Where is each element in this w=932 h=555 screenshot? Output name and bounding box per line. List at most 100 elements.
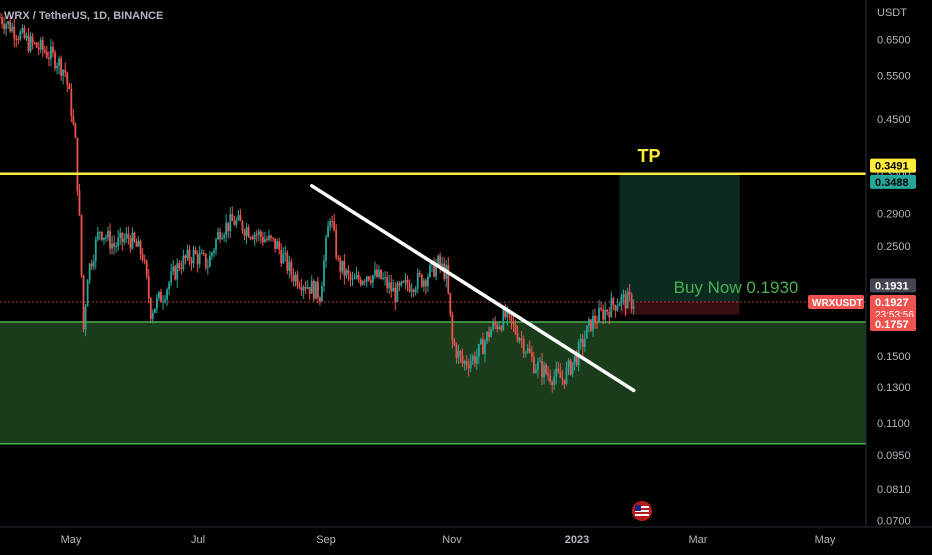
candle xyxy=(461,348,464,367)
candle xyxy=(292,268,295,287)
candle xyxy=(105,234,107,243)
candle xyxy=(282,247,285,264)
candle xyxy=(62,69,65,85)
candle xyxy=(286,250,289,275)
candle xyxy=(1,13,3,29)
lines-layer xyxy=(0,172,866,393)
candle xyxy=(270,234,272,242)
candle xyxy=(353,273,356,280)
candle xyxy=(155,293,158,314)
svg-text:0.3491: 0.3491 xyxy=(875,161,909,173)
candle xyxy=(602,304,605,325)
candle xyxy=(583,330,586,352)
price-tag-entry: 0.1931 xyxy=(870,278,916,293)
candle xyxy=(482,332,484,355)
candle xyxy=(100,231,103,242)
candle xyxy=(410,283,413,298)
candle xyxy=(166,287,168,306)
us-flag-icon[interactable] xyxy=(632,501,652,521)
candle xyxy=(392,279,395,292)
candle xyxy=(400,280,403,288)
candle xyxy=(439,252,442,274)
candle xyxy=(581,333,584,356)
candle xyxy=(567,358,570,376)
stop-box[interactable] xyxy=(619,301,740,315)
candle xyxy=(585,325,588,339)
candle xyxy=(153,308,156,314)
candle xyxy=(416,268,419,294)
tp-label: TP xyxy=(637,146,660,166)
candle xyxy=(341,260,344,275)
candle xyxy=(58,56,60,75)
candle xyxy=(420,273,423,289)
candle xyxy=(545,362,547,376)
candle xyxy=(363,278,366,286)
candle xyxy=(78,183,81,217)
candle xyxy=(74,122,77,139)
candle xyxy=(473,351,476,368)
descending-trendline[interactable] xyxy=(310,184,636,393)
candle xyxy=(121,232,124,251)
candle xyxy=(25,32,28,42)
candle xyxy=(0,12,1,19)
price-axis[interactable]: USDT xyxy=(865,0,932,527)
candle xyxy=(11,22,14,33)
candle xyxy=(561,370,564,386)
time-axis-ticks: May Jul Sep Nov 2023 Mar May xyxy=(61,534,836,546)
candle xyxy=(394,282,397,311)
candle xyxy=(339,255,342,280)
candle xyxy=(284,245,287,262)
candle xyxy=(433,257,435,278)
candle xyxy=(520,330,523,348)
price-tick-label: 0.0950 xyxy=(877,450,911,462)
candle xyxy=(435,258,437,281)
candles-layer xyxy=(0,12,635,393)
candle xyxy=(257,228,260,242)
candle xyxy=(129,235,132,253)
price-tick-label: 0.2500 xyxy=(877,241,911,253)
time-axis[interactable] xyxy=(0,526,932,550)
candle xyxy=(113,235,116,255)
candle xyxy=(351,271,354,286)
candle xyxy=(551,379,554,393)
target-box[interactable] xyxy=(619,173,740,302)
candle xyxy=(524,351,527,358)
candle xyxy=(573,355,576,371)
candle xyxy=(196,250,199,273)
support-zone[interactable] xyxy=(0,321,866,444)
candle xyxy=(349,271,352,287)
price-tick-label: 0.0810 xyxy=(877,484,911,496)
candle xyxy=(477,343,480,365)
candle xyxy=(418,269,421,278)
candle xyxy=(107,226,109,242)
candle xyxy=(494,316,497,330)
candle xyxy=(422,278,425,292)
candle xyxy=(402,280,405,284)
time-tick-label: 2023 xyxy=(565,534,589,546)
time-axis-background xyxy=(0,527,932,550)
candle xyxy=(429,263,431,279)
candle xyxy=(539,357,541,363)
candle xyxy=(3,16,5,35)
candle xyxy=(147,268,150,304)
candle xyxy=(457,344,460,365)
candle xyxy=(331,216,334,229)
candle xyxy=(184,254,187,265)
candle xyxy=(160,288,162,303)
candle xyxy=(504,303,507,320)
candle xyxy=(624,290,627,317)
candle xyxy=(386,271,389,293)
candle xyxy=(141,247,144,263)
candle xyxy=(319,295,321,306)
candle xyxy=(266,235,268,242)
candle xyxy=(594,308,596,329)
candle xyxy=(145,259,148,280)
candle xyxy=(15,34,18,48)
candle xyxy=(553,369,556,391)
candle xyxy=(103,237,105,246)
candle xyxy=(43,45,46,55)
candle xyxy=(202,249,205,256)
